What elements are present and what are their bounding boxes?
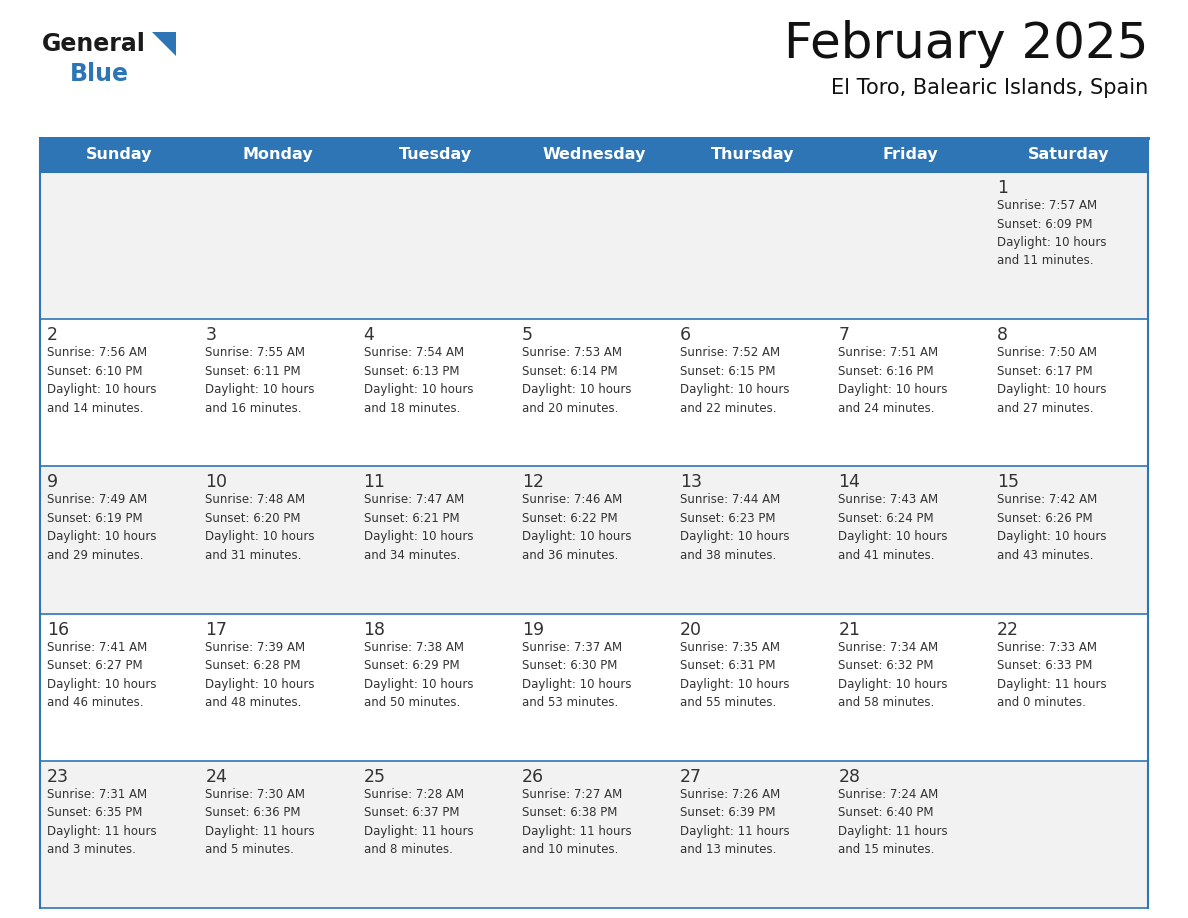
Bar [40,319,1148,466]
Text: Sunrise: 7:53 AM
Sunset: 6:14 PM
Daylight: 10 hours
and 20 minutes.: Sunrise: 7:53 AM Sunset: 6:14 PM Dayligh… [522,346,631,415]
Text: 26: 26 [522,767,544,786]
Polygon shape [152,32,176,56]
Bar [40,761,1148,908]
Text: Sunrise: 7:27 AM
Sunset: 6:38 PM
Daylight: 11 hours
and 10 minutes.: Sunrise: 7:27 AM Sunset: 6:38 PM Dayligh… [522,788,632,856]
Text: 21: 21 [839,621,860,639]
Text: 25: 25 [364,767,386,786]
Text: Friday: Friday [883,148,939,162]
Text: Sunrise: 7:44 AM
Sunset: 6:23 PM
Daylight: 10 hours
and 38 minutes.: Sunrise: 7:44 AM Sunset: 6:23 PM Dayligh… [681,493,790,562]
Text: Sunrise: 7:48 AM
Sunset: 6:20 PM
Daylight: 10 hours
and 31 minutes.: Sunrise: 7:48 AM Sunset: 6:20 PM Dayligh… [206,493,315,562]
Text: Sunrise: 7:24 AM
Sunset: 6:40 PM
Daylight: 11 hours
and 15 minutes.: Sunrise: 7:24 AM Sunset: 6:40 PM Dayligh… [839,788,948,856]
Text: 7: 7 [839,326,849,344]
Text: Sunrise: 7:31 AM
Sunset: 6:35 PM
Daylight: 11 hours
and 3 minutes.: Sunrise: 7:31 AM Sunset: 6:35 PM Dayligh… [48,788,157,856]
Text: Sunday: Sunday [86,148,152,162]
Text: Sunrise: 7:47 AM
Sunset: 6:21 PM
Daylight: 10 hours
and 34 minutes.: Sunrise: 7:47 AM Sunset: 6:21 PM Dayligh… [364,493,473,562]
Text: 14: 14 [839,474,860,491]
Text: Sunrise: 7:38 AM
Sunset: 6:29 PM
Daylight: 10 hours
and 50 minutes.: Sunrise: 7:38 AM Sunset: 6:29 PM Dayligh… [364,641,473,709]
Text: 8: 8 [997,326,1007,344]
Text: Sunrise: 7:57 AM
Sunset: 6:09 PM
Daylight: 10 hours
and 11 minutes.: Sunrise: 7:57 AM Sunset: 6:09 PM Dayligh… [997,199,1106,267]
Text: 15: 15 [997,474,1019,491]
Text: Sunrise: 7:37 AM
Sunset: 6:30 PM
Daylight: 10 hours
and 53 minutes.: Sunrise: 7:37 AM Sunset: 6:30 PM Dayligh… [522,641,631,709]
Text: 17: 17 [206,621,227,639]
Text: 5: 5 [522,326,533,344]
Text: 27: 27 [681,767,702,786]
Text: 20: 20 [681,621,702,639]
Text: 13: 13 [681,474,702,491]
Text: Sunrise: 7:41 AM
Sunset: 6:27 PM
Daylight: 10 hours
and 46 minutes.: Sunrise: 7:41 AM Sunset: 6:27 PM Dayligh… [48,641,157,709]
Text: General: General [42,32,146,56]
Text: 12: 12 [522,474,544,491]
Text: Sunrise: 7:56 AM
Sunset: 6:10 PM
Daylight: 10 hours
and 14 minutes.: Sunrise: 7:56 AM Sunset: 6:10 PM Dayligh… [48,346,157,415]
Text: Sunrise: 7:50 AM
Sunset: 6:17 PM
Daylight: 10 hours
and 27 minutes.: Sunrise: 7:50 AM Sunset: 6:17 PM Dayligh… [997,346,1106,415]
Text: Sunrise: 7:42 AM
Sunset: 6:26 PM
Daylight: 10 hours
and 43 minutes.: Sunrise: 7:42 AM Sunset: 6:26 PM Dayligh… [997,493,1106,562]
Text: 4: 4 [364,326,374,344]
Text: Sunrise: 7:54 AM
Sunset: 6:13 PM
Daylight: 10 hours
and 18 minutes.: Sunrise: 7:54 AM Sunset: 6:13 PM Dayligh… [364,346,473,415]
Text: 11: 11 [364,474,386,491]
Text: Sunrise: 7:26 AM
Sunset: 6:39 PM
Daylight: 11 hours
and 13 minutes.: Sunrise: 7:26 AM Sunset: 6:39 PM Dayligh… [681,788,790,856]
Text: Sunrise: 7:52 AM
Sunset: 6:15 PM
Daylight: 10 hours
and 22 minutes.: Sunrise: 7:52 AM Sunset: 6:15 PM Dayligh… [681,346,790,415]
Bar [40,466,1148,613]
Text: February 2025: February 2025 [784,20,1148,68]
Text: 1: 1 [997,179,1007,197]
Bar [40,172,1148,319]
Text: Blue: Blue [70,62,129,86]
Text: Sunrise: 7:30 AM
Sunset: 6:36 PM
Daylight: 11 hours
and 5 minutes.: Sunrise: 7:30 AM Sunset: 6:36 PM Dayligh… [206,788,315,856]
Text: Saturday: Saturday [1028,148,1110,162]
Text: 24: 24 [206,767,227,786]
Text: 10: 10 [206,474,227,491]
Text: 6: 6 [681,326,691,344]
Text: 19: 19 [522,621,544,639]
Text: 16: 16 [48,621,69,639]
Text: 23: 23 [48,767,69,786]
Bar [40,138,1148,172]
Text: 22: 22 [997,621,1019,639]
Text: 18: 18 [364,621,386,639]
Text: Tuesday: Tuesday [399,148,473,162]
Text: Sunrise: 7:55 AM
Sunset: 6:11 PM
Daylight: 10 hours
and 16 minutes.: Sunrise: 7:55 AM Sunset: 6:11 PM Dayligh… [206,346,315,415]
Text: 2: 2 [48,326,58,344]
Text: Thursday: Thursday [710,148,794,162]
Text: Monday: Monday [242,148,312,162]
Text: Sunrise: 7:49 AM
Sunset: 6:19 PM
Daylight: 10 hours
and 29 minutes.: Sunrise: 7:49 AM Sunset: 6:19 PM Dayligh… [48,493,157,562]
Text: Sunrise: 7:34 AM
Sunset: 6:32 PM
Daylight: 10 hours
and 58 minutes.: Sunrise: 7:34 AM Sunset: 6:32 PM Dayligh… [839,641,948,709]
Text: Sunrise: 7:46 AM
Sunset: 6:22 PM
Daylight: 10 hours
and 36 minutes.: Sunrise: 7:46 AM Sunset: 6:22 PM Dayligh… [522,493,631,562]
Text: Wednesday: Wednesday [542,148,646,162]
Text: Sunrise: 7:35 AM
Sunset: 6:31 PM
Daylight: 10 hours
and 55 minutes.: Sunrise: 7:35 AM Sunset: 6:31 PM Dayligh… [681,641,790,709]
Text: Sunrise: 7:33 AM
Sunset: 6:33 PM
Daylight: 11 hours
and 0 minutes.: Sunrise: 7:33 AM Sunset: 6:33 PM Dayligh… [997,641,1106,709]
Text: El Toro, Balearic Islands, Spain: El Toro, Balearic Islands, Spain [830,78,1148,98]
Text: 28: 28 [839,767,860,786]
Text: Sunrise: 7:39 AM
Sunset: 6:28 PM
Daylight: 10 hours
and 48 minutes.: Sunrise: 7:39 AM Sunset: 6:28 PM Dayligh… [206,641,315,709]
Bar [40,613,1148,761]
Text: 3: 3 [206,326,216,344]
Text: Sunrise: 7:43 AM
Sunset: 6:24 PM
Daylight: 10 hours
and 41 minutes.: Sunrise: 7:43 AM Sunset: 6:24 PM Dayligh… [839,493,948,562]
Text: Sunrise: 7:28 AM
Sunset: 6:37 PM
Daylight: 11 hours
and 8 minutes.: Sunrise: 7:28 AM Sunset: 6:37 PM Dayligh… [364,788,473,856]
Text: Sunrise: 7:51 AM
Sunset: 6:16 PM
Daylight: 10 hours
and 24 minutes.: Sunrise: 7:51 AM Sunset: 6:16 PM Dayligh… [839,346,948,415]
Text: 9: 9 [48,474,58,491]
